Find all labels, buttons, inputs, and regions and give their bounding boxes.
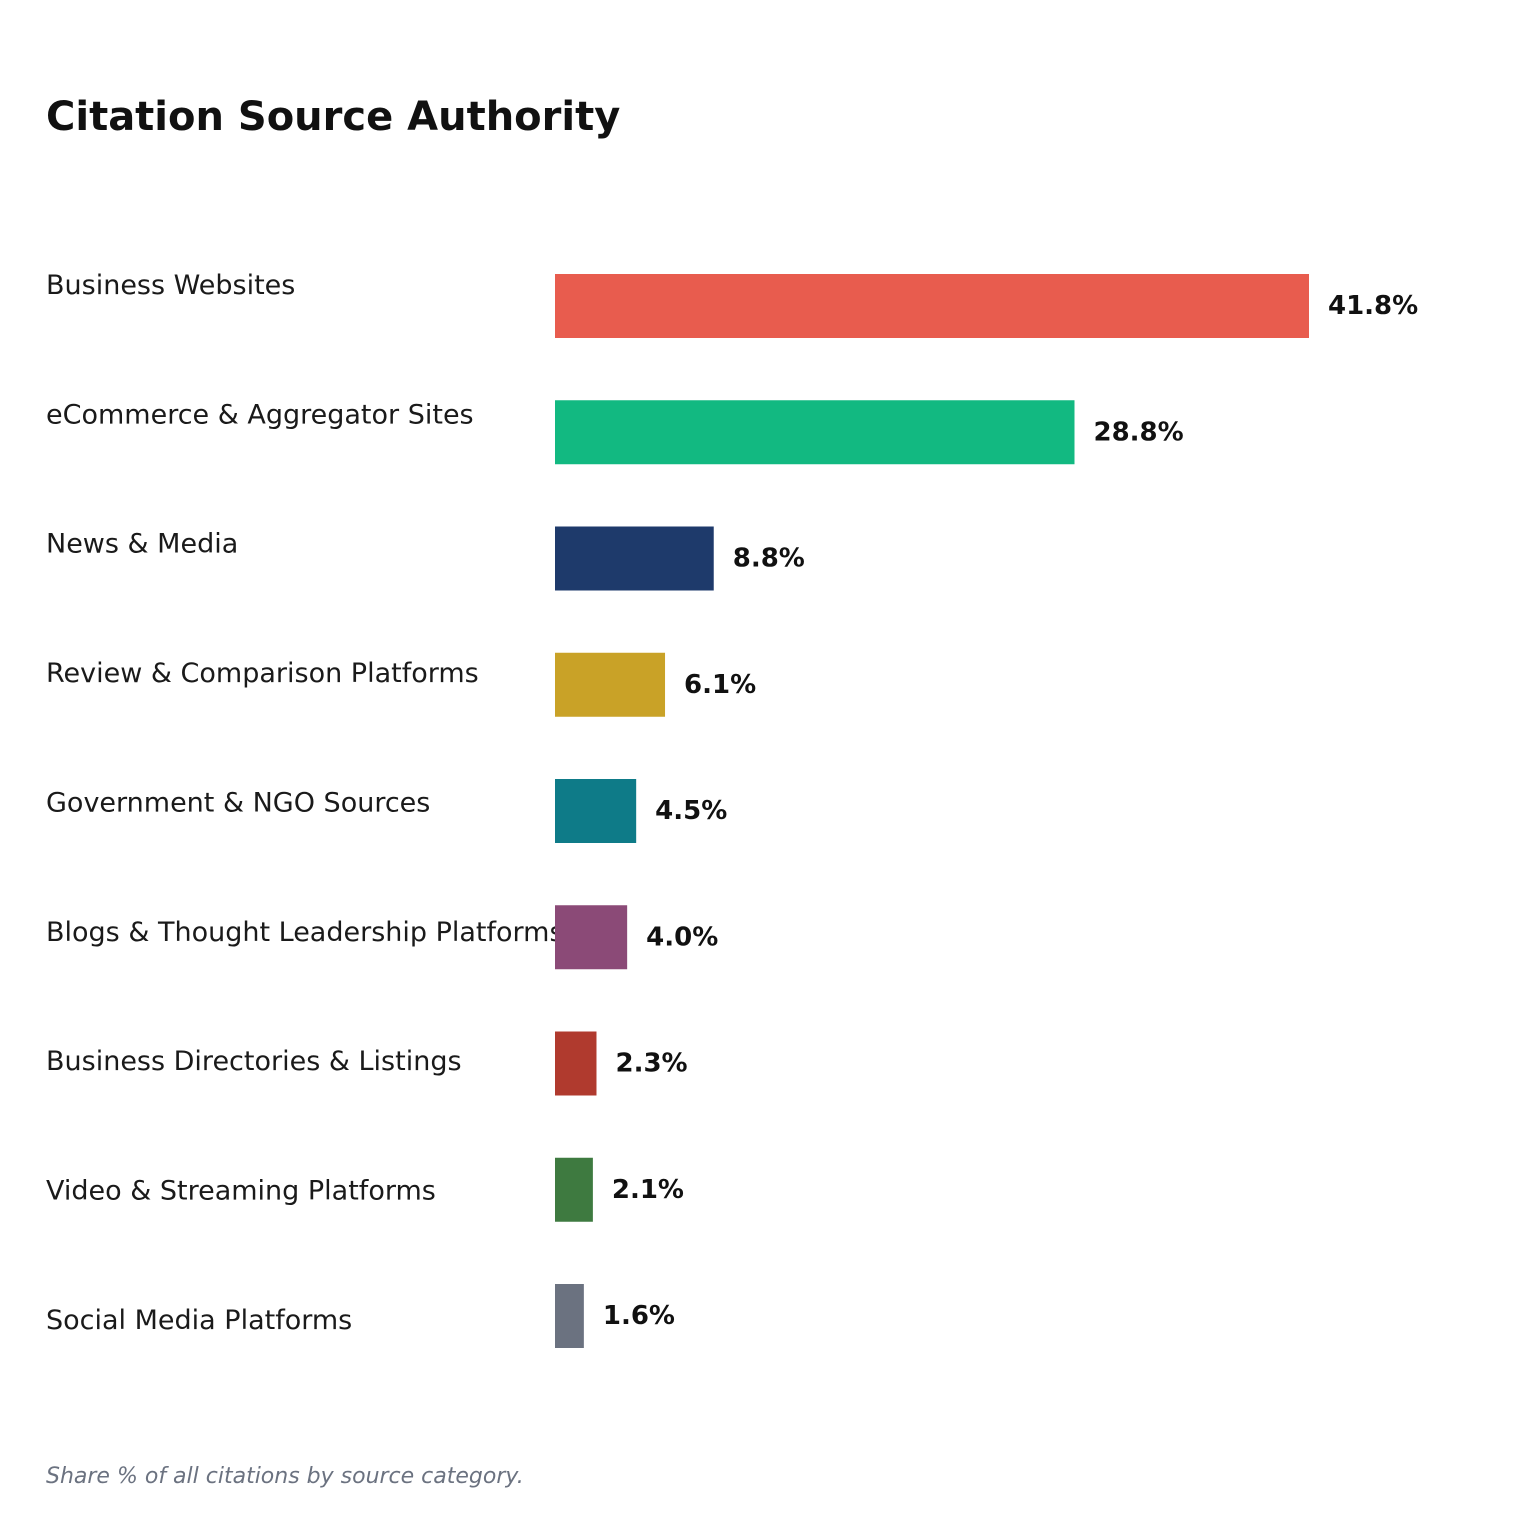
bar bbox=[555, 400, 1075, 465]
category-label: eCommerce & Aggregator Sites bbox=[46, 399, 474, 430]
category-label: Blogs & Thought Leadership Platforms bbox=[46, 917, 564, 948]
value-label: 2.3% bbox=[615, 1049, 687, 1079]
category-label: Business Websites bbox=[46, 270, 295, 301]
value-label: 4.0% bbox=[646, 922, 718, 952]
category-label: Review & Comparison Platforms bbox=[46, 658, 479, 689]
bar bbox=[555, 1157, 593, 1222]
category-label: News & Media bbox=[46, 529, 238, 560]
category-labels: Business Websites eCommerce & Aggregator … bbox=[46, 270, 564, 1336]
bar bbox=[555, 652, 666, 717]
chart-title: Citation Source Authority bbox=[46, 94, 621, 140]
footnote: Share % of all citations by source categ… bbox=[46, 1464, 524, 1489]
bar bbox=[555, 779, 637, 843]
bars bbox=[555, 274, 1309, 1348]
bar bbox=[555, 905, 628, 970]
bar bbox=[555, 526, 714, 591]
value-label: 8.8% bbox=[733, 544, 805, 574]
category-label: Video & Streaming Platforms bbox=[46, 1175, 436, 1206]
value-label: 4.5% bbox=[655, 796, 727, 826]
value-label: 2.1% bbox=[612, 1175, 684, 1205]
category-label: Government & NGO Sources bbox=[46, 787, 430, 818]
value-label: 28.8% bbox=[1094, 417, 1184, 447]
value-label: 1.6% bbox=[603, 1301, 675, 1331]
category-label: Business Directories & Listings bbox=[46, 1046, 462, 1077]
value-label: 6.1% bbox=[684, 670, 756, 700]
value-labels: 41.8% 28.8% 8.8% 6.1% 4.5% 4.0% 2.3% 2.1% 1.6% bbox=[603, 291, 1418, 1331]
bar bbox=[555, 274, 1309, 338]
category-label: Social Media Platforms bbox=[46, 1305, 352, 1336]
bar bbox=[555, 1031, 597, 1096]
bar bbox=[555, 1284, 584, 1348]
value-label: 41.8% bbox=[1328, 291, 1418, 321]
